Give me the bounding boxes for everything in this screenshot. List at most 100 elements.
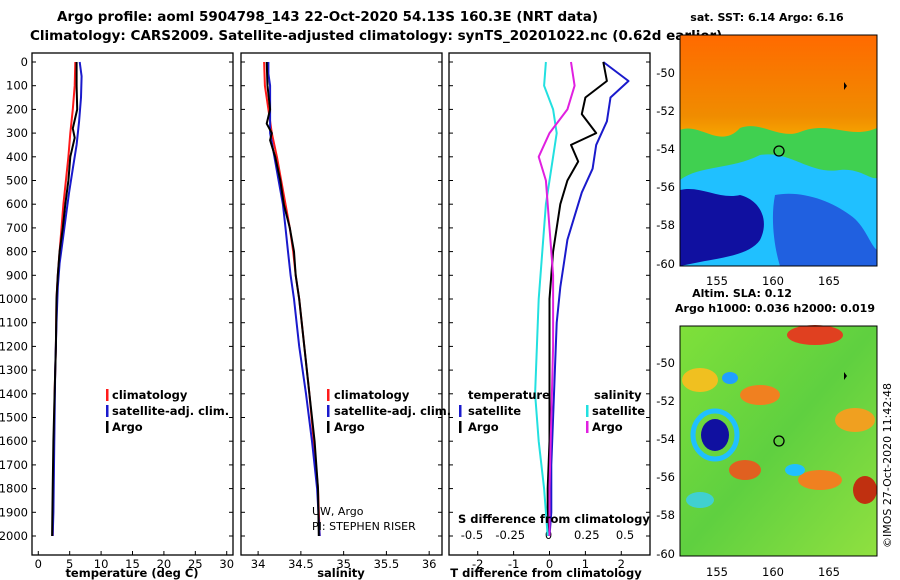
- x-tick-label: 2: [618, 557, 625, 571]
- sla-lon-tick: 160: [762, 565, 784, 579]
- sla-anomaly: [785, 464, 805, 476]
- y-tick-label: 900: [6, 268, 28, 282]
- temperature-legend: climatology satellite-adj. clim. Argo: [106, 388, 229, 434]
- title-line-2: Climatology: CARS2009. Satellite-adjuste…: [30, 28, 722, 44]
- x-tick-label: 1: [582, 557, 589, 571]
- sst-lat-tick: -58: [656, 218, 675, 232]
- legend-label-salinity-satellite: satellite: [592, 404, 645, 418]
- sla-lat-tick: -60: [656, 547, 675, 561]
- salinity-axis-label: salinity: [317, 566, 365, 580]
- temperature-plot-frame: [31, 52, 234, 556]
- series-line: [265, 61, 320, 537]
- legend-swatch-salinity-argo: [586, 421, 589, 433]
- sla-lat-tick: -58: [656, 508, 675, 522]
- sla-anomaly: [729, 460, 761, 480]
- sla-anomaly: [722, 372, 738, 384]
- x-tick-label: 0: [546, 557, 553, 571]
- sla-map-title-1: Altim. SLA: 0.12: [692, 287, 792, 300]
- y-tick-label: 0: [21, 55, 28, 69]
- secondary-tick-label: -0.5: [461, 528, 483, 542]
- sla-anomaly: [686, 492, 714, 508]
- salinity-panel: 34 34.5 35 35.5 36: [241, 61, 442, 571]
- salinity-legend: climatology satellite-adj. clim. Argo UW…: [312, 388, 451, 533]
- legend-label-climatology: climatology: [334, 388, 410, 402]
- x-tick-label: 36: [422, 557, 437, 571]
- y-tick-label: 800: [6, 245, 28, 259]
- series-line: [537, 61, 576, 536]
- temperature-panel: 0 5 10 15 20 25 300100200300400500600700800900…: [0, 55, 234, 571]
- temperature-axis-label: temperature (deg C): [65, 566, 198, 580]
- x-tick-label: 34: [251, 557, 266, 571]
- sla-float-marker: [773, 435, 785, 447]
- sst-lon-tick: 155: [706, 274, 728, 288]
- legend-swatch-salinity-satellite: [586, 405, 589, 417]
- sst-lat-tick: -52: [656, 104, 675, 118]
- series-line: [548, 61, 630, 537]
- x-tick-label: 0: [35, 557, 42, 571]
- legend-swatch-climatology: [106, 389, 109, 401]
- sst-lon-tick: 160: [762, 274, 784, 288]
- y-tick-label: 1800: [0, 482, 28, 496]
- sst-island-marker: [844, 82, 847, 90]
- y-tick-label: 600: [6, 197, 28, 211]
- sla-anomaly: [787, 325, 843, 345]
- secondary-tick-label: -0.25: [495, 528, 525, 542]
- y-tick-label: 1200: [0, 339, 28, 353]
- sst-blue-region: [772, 193, 877, 266]
- sla-anomaly: [853, 476, 877, 504]
- y-tick-label: 200: [6, 102, 28, 116]
- y-tick-label: 1600: [0, 434, 28, 448]
- sla-lat-tick: -52: [656, 394, 675, 408]
- legend-label-temperature-argo: Argo: [468, 420, 499, 434]
- x-tick-label: 20: [157, 557, 172, 571]
- sst-map-frame: [679, 34, 878, 267]
- sla-anomaly: [682, 368, 718, 392]
- x-tick-label: 15: [125, 557, 140, 571]
- series-line: [51, 62, 79, 537]
- difference-legend: temperature salinity satellite Argo sate…: [458, 388, 650, 526]
- legend-label-temperature-satellite: satellite: [468, 404, 521, 418]
- y-tick-label: 1300: [0, 363, 28, 377]
- sla-map-title-2: Argo h1000: 0.036 h2000: 0.019: [675, 302, 875, 315]
- y-tick-label: 400: [6, 150, 28, 164]
- sst-lon-tick: 165: [818, 274, 840, 288]
- y-tick-label: 1400: [0, 387, 28, 401]
- sla-lon-tick: 155: [706, 565, 728, 579]
- sla-map: Altim. SLA: 0.12 Argo h1000: 0.036 h2000…: [656, 287, 878, 579]
- y-tick-label: 1000: [0, 292, 28, 306]
- series-line: [546, 61, 608, 536]
- x-tick-label: 10: [94, 557, 109, 571]
- sst-lat-tick: -56: [656, 180, 675, 194]
- legend-swatch-climatology: [327, 389, 330, 401]
- legend-header-temperature: temperature: [468, 388, 550, 402]
- y-tick-label: 500: [6, 174, 28, 188]
- legend-swatch-satellite: [327, 405, 330, 417]
- legend-swatch-satellite: [106, 405, 109, 417]
- x-tick-label: 25: [188, 557, 203, 571]
- secondary-axis-label: S difference from climatology: [458, 512, 650, 526]
- sst-lat-tick: -54: [656, 142, 675, 156]
- difference-axis-label: T difference from climatology: [450, 566, 642, 580]
- y-tick-label: 1700: [0, 458, 28, 472]
- x-tick-label: 34.5: [288, 557, 314, 571]
- sla-lat-tick: -56: [656, 470, 675, 484]
- legend-swatch-argo: [327, 421, 330, 433]
- y-tick-label: 700: [6, 221, 28, 235]
- legend-label-satellite: satellite-adj. clim.: [112, 404, 229, 418]
- sla-anomaly: [701, 419, 729, 451]
- y-tick-label: 1500: [0, 411, 28, 425]
- sst-float-marker: [773, 145, 785, 157]
- salinity-plot-frame: [240, 52, 443, 556]
- legend-label-argo: Argo: [112, 420, 143, 434]
- y-tick-label: 100: [6, 79, 28, 93]
- x-tick-label: 35.5: [374, 557, 400, 571]
- series-line: [534, 61, 558, 537]
- sla-map-frame: [679, 325, 878, 557]
- sla-lat-tick: -54: [656, 432, 675, 446]
- sla-anomaly: [690, 408, 740, 462]
- sst-lat-tick: -60: [656, 257, 675, 271]
- sst-dark-blue-region: [680, 188, 764, 266]
- sst-map: sat. SST: 6.14 Argo: 6.16 -50 -52 -54 -5…: [656, 11, 878, 288]
- sla-anomaly: [740, 385, 780, 405]
